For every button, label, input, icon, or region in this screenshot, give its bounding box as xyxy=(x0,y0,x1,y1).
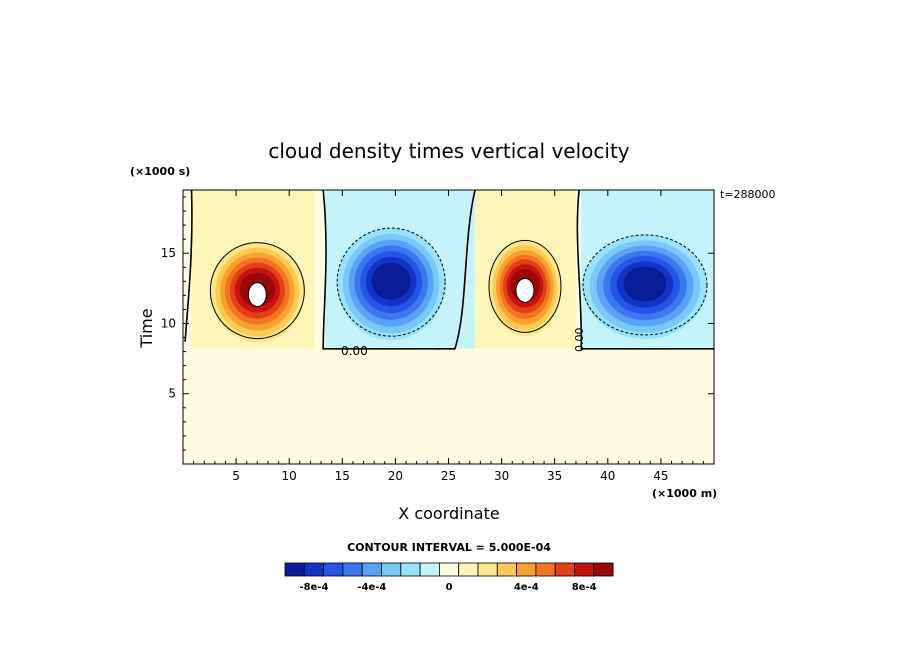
updraft-cell xyxy=(191,190,315,349)
colorbar-swatch xyxy=(361,562,382,577)
peak-region xyxy=(515,277,535,303)
time-stamp: t=288000 xyxy=(720,188,776,201)
x-tick-label: 5 xyxy=(232,469,240,483)
colorbar-swatch xyxy=(303,562,324,577)
x-tick-label: 45 xyxy=(653,469,668,483)
y-tick-label: 5 xyxy=(168,387,176,401)
colorbar-swatch xyxy=(496,562,517,577)
colorbar-swatch xyxy=(593,562,614,577)
x-tick-label: 20 xyxy=(388,469,403,483)
zero-contour-label: 0.00 xyxy=(341,344,368,358)
x-tick-label: 30 xyxy=(494,469,509,483)
colorbar-swatch xyxy=(400,562,421,577)
zero-contour-segment xyxy=(576,190,714,350)
colorbar-tick-label: 4e-4 xyxy=(514,582,539,593)
zero-contour-segment xyxy=(184,190,193,342)
y-tick-label: 10 xyxy=(161,316,176,330)
y-axis: 5 10 15 xyxy=(161,196,714,451)
y-axis-title: Time xyxy=(137,308,156,348)
contour-fields xyxy=(191,190,714,349)
peak-region xyxy=(247,282,267,308)
zero-contour xyxy=(184,190,714,350)
downdraft-cell xyxy=(325,190,476,349)
colorbar-tick-label: 8e-4 xyxy=(572,582,597,593)
colorbar-labels: -8e-4 -4e-4 0 4e-4 8e-4 xyxy=(299,582,596,593)
contour-line xyxy=(209,242,305,340)
colorbar-swatch xyxy=(554,562,575,577)
x-unit-label: (×1000 m) xyxy=(652,487,717,500)
colorbar-swatch xyxy=(284,562,305,577)
contour-line xyxy=(582,234,708,336)
colorbar xyxy=(284,562,614,577)
colorbar-swatch xyxy=(516,562,537,577)
colorbar-swatch xyxy=(574,562,595,577)
x-tick-label: 10 xyxy=(282,469,297,483)
zero-contour-label-rotated: 0.00 xyxy=(573,328,586,353)
x-tick-label: 40 xyxy=(600,469,615,483)
plot-area: 0.00 0.00 5 10 15 20 25 30 35 40 45 5 10 15 xyxy=(161,189,715,483)
colorbar-tick-label: 0 xyxy=(446,582,453,593)
x-tick-label: 25 xyxy=(441,469,456,483)
x-axis-title: X coordinate xyxy=(398,504,499,523)
colorbar-swatch xyxy=(438,562,460,577)
y-unit-label: (×1000 s) xyxy=(130,165,190,178)
chart-title: cloud density times vertical velocity xyxy=(268,139,629,163)
colorbar-swatch xyxy=(477,562,498,577)
colorbar-swatch xyxy=(381,562,402,577)
contour-level xyxy=(371,262,411,300)
contour-line xyxy=(336,227,446,337)
contour-level xyxy=(623,266,667,302)
x-axis: 5 10 15 20 25 30 35 40 45 xyxy=(193,190,704,483)
colorbar-swatch xyxy=(458,562,479,577)
x-tick-label: 15 xyxy=(335,469,350,483)
contour-interval-text: CONTOUR INTERVAL = 5.000E-04 xyxy=(347,541,551,554)
contour-line xyxy=(488,239,562,333)
colorbar-tick-label: -4e-4 xyxy=(357,582,386,593)
zero-contour-segment xyxy=(322,190,441,350)
colorbar-swatch xyxy=(342,562,363,577)
colorbar-swatch xyxy=(419,562,440,577)
y-tick-label: 15 xyxy=(161,246,176,260)
zero-contour-segment xyxy=(437,190,476,350)
colorbar-swatch xyxy=(535,562,556,577)
downdraft-cell xyxy=(581,190,714,349)
updraft-cell xyxy=(475,190,576,349)
colorbar-swatch xyxy=(323,562,344,577)
colorbar-tick-label: -8e-4 xyxy=(299,582,328,593)
x-tick-label: 35 xyxy=(547,469,562,483)
